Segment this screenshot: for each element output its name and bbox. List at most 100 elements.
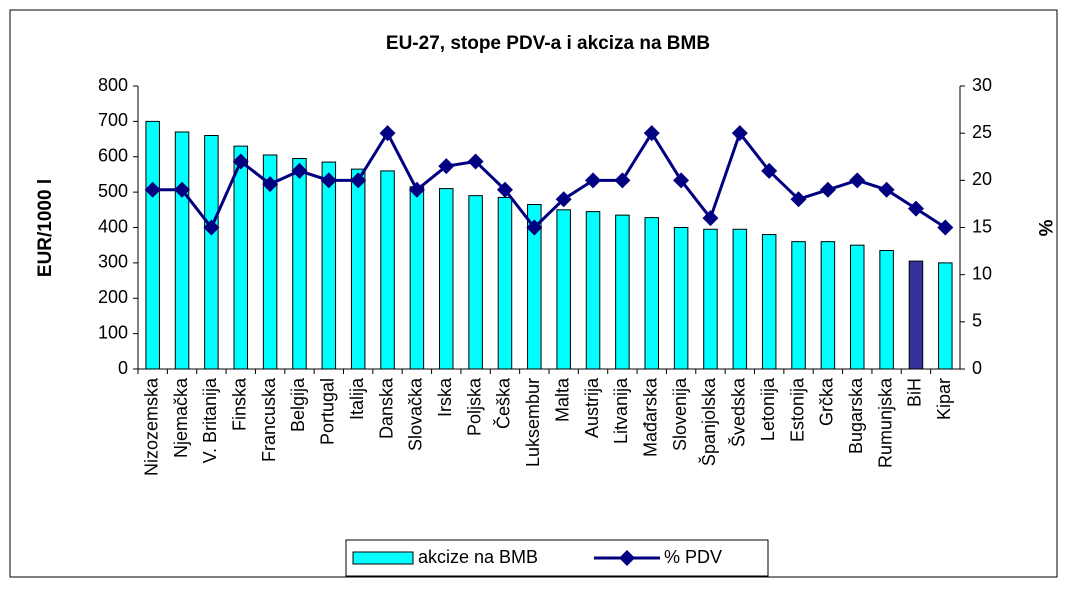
bar [204,135,219,370]
y-tick-label: 400 [98,216,128,236]
bar [409,186,425,370]
x-tick-label: Njemačka [171,377,191,458]
bar [703,228,718,370]
x-tick-label: Poljska [464,377,484,436]
x-tick-label: Nizozemska [141,377,161,476]
marker [643,125,660,142]
bar [438,188,454,370]
x-tick-label: Slovačka [406,377,426,451]
bar [673,227,689,370]
x-tick-label: Grčka [817,377,837,426]
legend-box [345,539,769,577]
bar [145,120,160,370]
legend-marker [619,550,635,566]
y2-tick-label: 0 [972,358,982,378]
chart-title: EU-27, stope PDV-a i akciza na BMB [386,33,710,54]
y-tick-label: 700 [98,110,128,130]
x-tick-label: Kipar [934,378,954,420]
marker [320,172,337,189]
marker [731,125,748,142]
marker [937,219,954,236]
x-tick-label: Litvanija [611,377,631,444]
x-tick-label: Luksembur [523,378,543,467]
x-tick-label: Španjolska [698,377,719,466]
x-tick-label: Portugal [318,378,338,445]
y2-axis-label: % [1034,220,1055,237]
marker [819,181,836,198]
marker [262,176,279,193]
x-tick-label: Rumunjska [875,377,895,468]
marker [144,181,161,198]
bar [468,195,483,370]
bar [292,158,307,370]
marker [438,158,455,175]
x-tick-label: V. Britanija [200,377,220,463]
bar [791,241,806,370]
x-tick-label: Austrija [582,377,602,438]
y-tick-label: 500 [98,181,128,201]
y2-tick-label: 5 [972,311,982,331]
legend-label: % PDV [664,547,722,567]
marker [496,181,513,198]
marker [408,181,425,198]
bar [938,262,953,370]
bar [233,145,249,370]
y-axis-label: EUR/1000 l [35,179,56,277]
bar [820,241,836,370]
marker [379,125,396,142]
y2-tick-label: 20 [972,169,992,189]
marker [673,172,690,189]
y-tick-label: 0 [118,358,128,378]
legend-label: akcize na BMB [418,547,538,567]
x-tick-label: Letonija [758,377,778,441]
marker [174,181,191,198]
y2-tick-label: 30 [972,75,992,95]
x-tick-label: Italija [347,377,367,420]
x-tick-label: BiH [905,378,925,407]
y-tick-label: 300 [98,252,128,272]
marker [232,153,249,170]
marker [291,162,308,179]
y-tick-label: 100 [98,322,128,342]
x-tick-label: Danska [376,377,396,439]
marker [203,219,220,236]
y2-tick-label: 10 [972,263,992,283]
bar [761,234,777,370]
y-tick-label: 600 [98,146,128,166]
x-tick-label: Belgija [288,377,308,432]
y-tick-label: 200 [98,287,128,307]
bar [644,217,660,370]
marker [585,172,602,189]
x-tick-label: Irska [435,377,455,417]
x-tick-label: Mađarska [641,377,661,457]
x-tick-label: Finska [230,377,250,431]
bar [585,211,601,370]
x-tick-label: Estonija [787,377,807,442]
legend-swatch [352,551,414,565]
marker [878,181,895,198]
y2-tick-label: 15 [972,216,992,236]
bar [321,161,337,370]
bar [350,168,366,370]
y-tick-label: 800 [98,75,128,95]
marker [761,162,778,179]
line [152,130,947,231]
bar [879,249,894,370]
x-tick-label: Bugarska [846,377,866,454]
bar [849,244,865,370]
x-tick-label: Malta [552,377,572,422]
bar [174,131,190,370]
x-tick-label: Francuska [259,377,279,462]
marker [555,191,572,208]
bar [497,196,513,370]
marker [790,191,807,208]
marker [526,219,543,236]
marker [350,172,367,189]
bar [732,228,748,370]
bar [908,260,924,370]
bar [380,170,395,370]
x-tick-label: Slovenija [670,377,690,451]
y2-tick-label: 25 [972,122,992,142]
marker [849,172,866,189]
